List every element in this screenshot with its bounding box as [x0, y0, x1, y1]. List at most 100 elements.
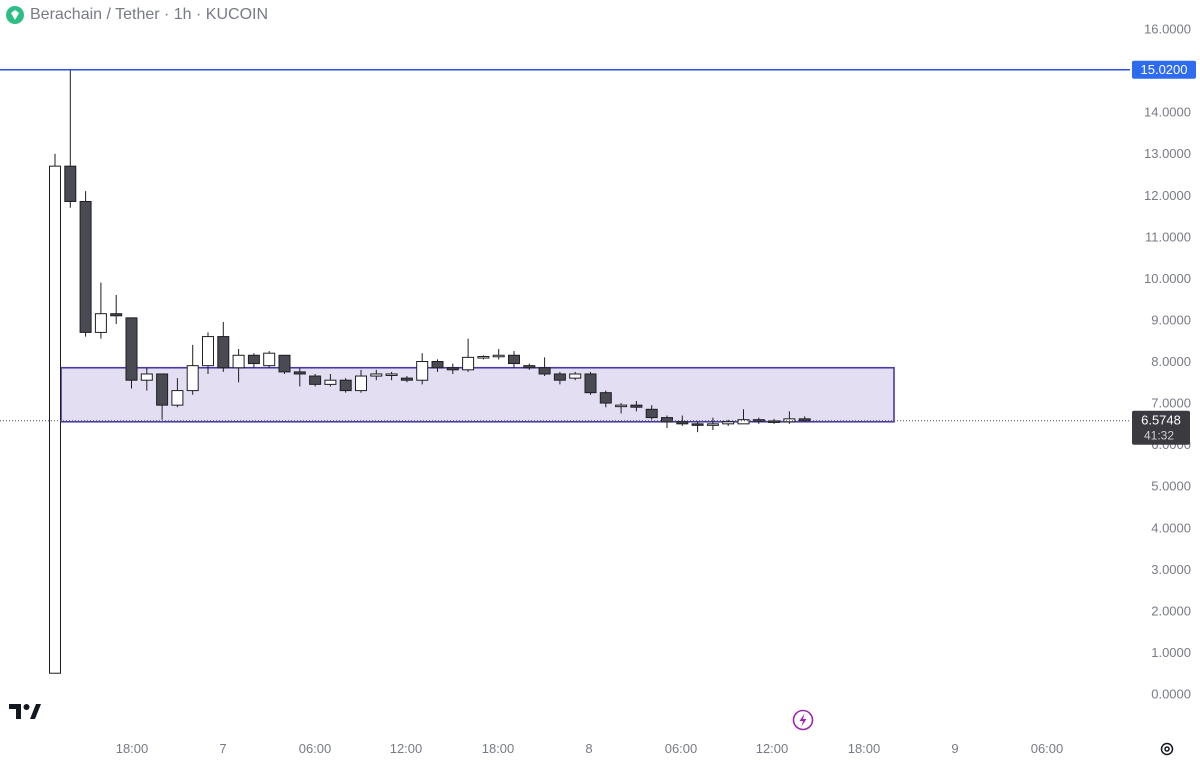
candle — [79, 191, 92, 337]
y-tick-label: 9.0000 — [1151, 312, 1191, 327]
candle — [676, 415, 689, 426]
y-tick-label: 5.0000 — [1151, 479, 1191, 494]
candle-body — [599, 392, 612, 404]
candle — [431, 359, 444, 372]
y-tick-label: 10.0000 — [1144, 271, 1191, 286]
candle-body — [615, 404, 628, 408]
candle-body — [446, 367, 459, 371]
time-axis[interactable]: 18:00 7 06:00 12:00 18:00 8 06:00 12:00 18:00 9 06… — [116, 741, 1064, 756]
candle-body — [232, 354, 245, 369]
y-tick-label: 2.0000 — [1151, 603, 1191, 618]
candle — [706, 417, 719, 431]
y-tick-label: 13.0000 — [1144, 146, 1191, 161]
candle-body — [94, 313, 107, 333]
candle — [278, 354, 291, 374]
candle — [645, 405, 658, 420]
y-tick-label: 7.0000 — [1151, 396, 1191, 411]
candle — [94, 282, 107, 339]
candle-body — [523, 365, 536, 369]
candle-body — [385, 373, 398, 376]
y-tick-label: 3.0000 — [1151, 562, 1191, 577]
chart-header[interactable]: Berachain / Tether · 1h · KUCOIN — [6, 4, 268, 26]
candle — [324, 373, 337, 387]
candle — [202, 332, 214, 374]
candle-body — [569, 373, 582, 379]
gear-icon[interactable] — [1159, 741, 1175, 762]
badge-text: 15.0200 — [1141, 62, 1188, 77]
y-tick-label: 12.0000 — [1144, 188, 1191, 203]
candle — [232, 349, 245, 383]
candle-body — [462, 356, 475, 371]
symbol-title: Berachain / Tether · 1h · KUCOIN — [30, 6, 269, 23]
candle-body — [79, 200, 92, 333]
candle-body — [355, 375, 367, 392]
candle-body — [202, 336, 214, 367]
candle — [64, 69, 77, 208]
candle — [156, 373, 169, 420]
lines-layer — [0, 68, 1130, 422]
candle-body — [676, 421, 689, 425]
candle-body — [370, 373, 383, 377]
y-tick-label: 4.0000 — [1151, 520, 1191, 535]
candle — [416, 353, 429, 385]
candle-body — [645, 408, 658, 419]
x-tick-label: 12:00 — [390, 741, 423, 756]
price-axis[interactable]: 0.00001.00002.00003.00004.00005.00006.00… — [1144, 22, 1191, 702]
candle — [186, 344, 199, 395]
candle — [217, 322, 230, 372]
candle-body — [508, 354, 520, 365]
lightning-icon[interactable] — [792, 709, 814, 736]
zone-layer — [60, 366, 895, 423]
candle-body — [630, 404, 643, 408]
candle — [462, 338, 475, 372]
candle-body — [309, 375, 322, 385]
candle — [140, 367, 153, 391]
candle-body — [247, 354, 260, 365]
candle — [691, 421, 704, 433]
candle — [492, 349, 505, 360]
candle — [247, 353, 260, 368]
berachain-logo-icon — [6, 6, 24, 24]
candle — [370, 369, 383, 381]
candle — [309, 373, 322, 387]
x-tick-label: 12:00 — [756, 741, 789, 756]
candle-body — [263, 352, 276, 367]
countdown-text: 41:32 — [1144, 429, 1174, 443]
last-price-text: 6.5748 — [1141, 413, 1181, 428]
candle-body — [553, 373, 566, 381]
candle — [125, 317, 138, 389]
x-tick-label: 06:00 — [299, 741, 332, 756]
candle-body — [416, 361, 429, 381]
candle — [569, 371, 582, 381]
candle-body — [661, 417, 673, 423]
candle — [630, 400, 643, 412]
candle — [553, 371, 566, 385]
candle — [110, 295, 123, 325]
candle-body — [217, 336, 230, 369]
tradingview-logo-icon[interactable] — [9, 703, 41, 725]
candle-body — [584, 373, 597, 394]
candle-body — [110, 313, 123, 317]
y-tick-label: 0.0000 — [1151, 687, 1191, 702]
badge-bg — [1132, 60, 1196, 79]
y-tick-label: 16.0000 — [1144, 22, 1191, 37]
x-tick-label: 06:00 — [1031, 741, 1064, 756]
x-tick-label: 06:00 — [665, 741, 698, 756]
candle-body — [278, 354, 291, 373]
candle — [49, 153, 61, 674]
candle-body — [293, 371, 306, 375]
candle-body — [156, 373, 169, 406]
y-tick-label: 8.0000 — [1151, 354, 1191, 369]
x-tick-label: 8 — [585, 741, 592, 756]
candle — [615, 403, 628, 414]
candle-body — [140, 373, 153, 381]
candle-body — [706, 423, 719, 426]
candle-body — [477, 356, 490, 359]
x-tick-label: 7 — [219, 741, 226, 756]
candle-body — [64, 165, 77, 202]
candle-body — [186, 365, 199, 392]
candle — [523, 363, 536, 370]
y-tick-label: 11.0000 — [1145, 229, 1191, 244]
